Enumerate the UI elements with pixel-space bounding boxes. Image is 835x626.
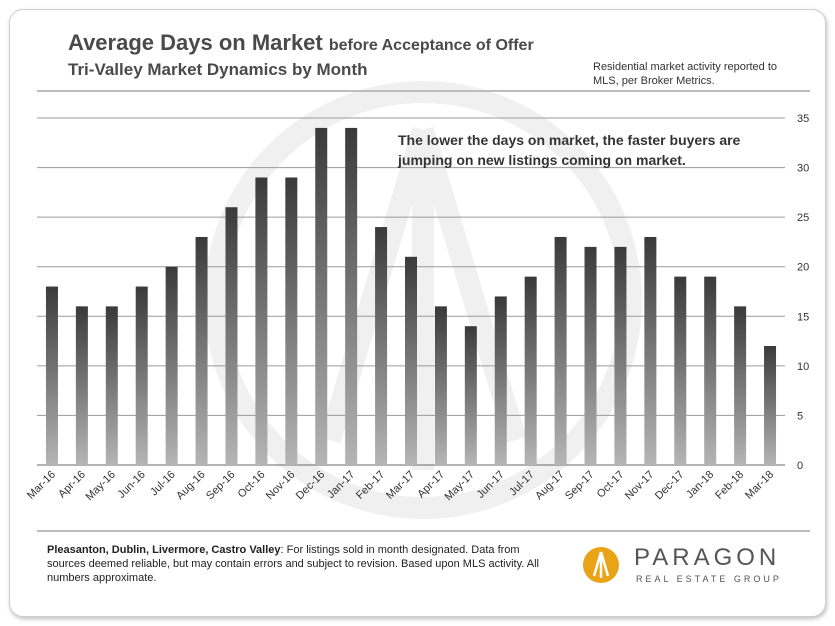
bar-Jan-18 bbox=[704, 276, 717, 465]
y-tick-label: 0 bbox=[797, 460, 803, 472]
x-tick-label: Sep-16 bbox=[204, 469, 238, 503]
bar-Apr-17 bbox=[434, 306, 447, 465]
y-tick-label: 15 bbox=[797, 311, 809, 323]
bar-May-17 bbox=[464, 326, 477, 465]
y-tick-label: 20 bbox=[797, 262, 809, 274]
bar-Mar-16 bbox=[45, 286, 58, 465]
bar-Jun-17 bbox=[494, 296, 507, 465]
x-tick-label: Oct-16 bbox=[236, 469, 268, 501]
bar-Nov-17 bbox=[644, 236, 657, 465]
logo-tagline: REAL ESTATE GROUP bbox=[636, 574, 782, 584]
footnote: Pleasanton, Dublin, Livermore, Castro Va… bbox=[47, 543, 547, 585]
bar-Jul-17 bbox=[524, 276, 537, 465]
bar-Oct-17 bbox=[614, 246, 627, 465]
x-tick-label: Oct-17 bbox=[595, 469, 627, 501]
x-tick-label: Apr-17 bbox=[415, 469, 447, 501]
x-tick-label: Feb-18 bbox=[713, 469, 746, 502]
chart-annotation: The lower the days on market, the faster… bbox=[398, 132, 741, 168]
bar-Dec-16 bbox=[315, 127, 328, 466]
bar-Aug-16 bbox=[195, 236, 208, 465]
x-tick-label: Jan-18 bbox=[684, 469, 716, 501]
bottom-divider bbox=[37, 530, 810, 532]
x-tick-label: Sep-17 bbox=[563, 469, 597, 503]
x-tick-label: Dec-17 bbox=[653, 469, 687, 503]
bar-Sep-17 bbox=[584, 246, 597, 465]
y-tick-label: 5 bbox=[797, 410, 803, 422]
x-tick-label: Aug-16 bbox=[174, 469, 208, 503]
y-tick-label: 35 bbox=[797, 113, 809, 125]
x-tick-label: Mar-16 bbox=[25, 469, 58, 502]
y-tick-label: 10 bbox=[797, 361, 809, 373]
bar-Apr-16 bbox=[75, 306, 88, 465]
y-tick-label: 30 bbox=[797, 163, 809, 175]
x-tick-label: Mar-18 bbox=[743, 469, 776, 502]
x-tick-label: Nov-16 bbox=[264, 469, 298, 503]
bar-Jan-17 bbox=[345, 127, 358, 466]
footnote-text: : For listings sold in month designated.… bbox=[47, 544, 539, 584]
chart-subtitle: Tri-Valley Market Dynamics by Month bbox=[68, 60, 368, 79]
bar-Feb-17 bbox=[375, 227, 388, 465]
bar-Mar-18 bbox=[764, 346, 777, 465]
chart-title: Average Days on Market before Acceptance… bbox=[68, 30, 534, 56]
y-tick-label: 25 bbox=[797, 212, 809, 224]
bar-Nov-16 bbox=[285, 177, 298, 465]
chart-title-suffix: before Acceptance of Offer bbox=[328, 37, 534, 54]
logo-name: PARAGON bbox=[634, 544, 781, 571]
bar-Mar-17 bbox=[405, 256, 417, 465]
footnote-locations: Pleasanton, Dublin, Livermore, Castro Va… bbox=[47, 544, 281, 556]
bar-Oct-16 bbox=[255, 177, 268, 465]
bar-Jul-16 bbox=[165, 266, 178, 465]
bar-Jun-16 bbox=[135, 286, 148, 465]
bar-May-16 bbox=[105, 306, 118, 465]
x-tick-label: Jun-16 bbox=[116, 469, 148, 501]
bar-Sep-16 bbox=[225, 207, 238, 465]
bar-Dec-17 bbox=[674, 276, 687, 465]
paragon-logo bbox=[583, 547, 619, 583]
chart-title-main: Average Days on Market bbox=[68, 30, 323, 55]
x-tick-label: Apr-16 bbox=[56, 469, 88, 501]
bar-Feb-18 bbox=[734, 306, 747, 465]
x-tick-label: Nov-17 bbox=[623, 469, 657, 503]
bar-Aug-17 bbox=[554, 236, 567, 465]
x-tick-label: May-16 bbox=[83, 469, 117, 503]
source-note: Residential market activity reported to … bbox=[593, 61, 778, 87]
top-divider bbox=[37, 90, 810, 92]
